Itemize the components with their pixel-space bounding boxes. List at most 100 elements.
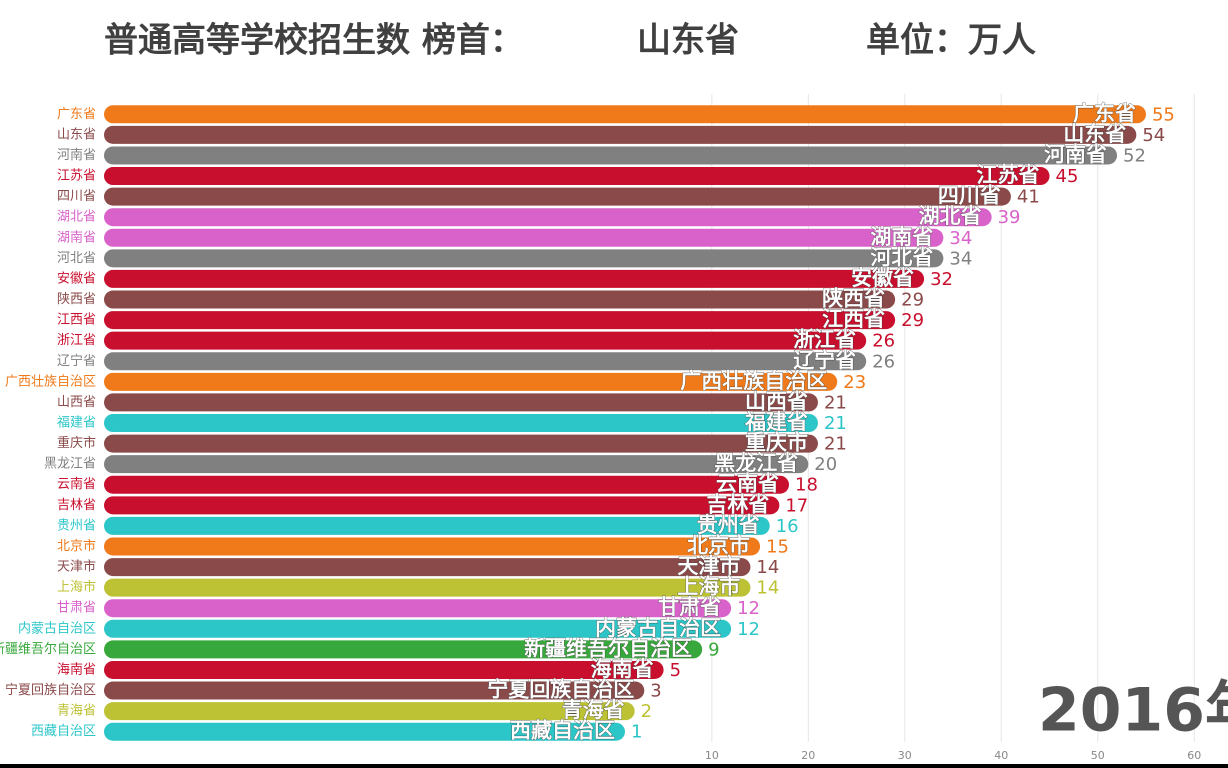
bar-inner-label: 天津市 [677, 554, 740, 578]
category-label: 甘肃省 [57, 601, 96, 616]
category-label: 广东省 [57, 107, 96, 122]
value-label: 12 [737, 619, 760, 640]
category-label: 湖北省 [57, 210, 96, 225]
category-label: 江苏省 [57, 168, 96, 184]
value-label: 3 [650, 681, 661, 702]
bar-inner-label: 黑龙江省 [714, 451, 798, 475]
category-label: 青海省 [57, 704, 96, 719]
category-label: 新疆维吾尔自治区 [0, 641, 96, 657]
bar [104, 125, 1137, 144]
value-label: 15 [766, 536, 789, 557]
value-label: 26 [872, 351, 895, 372]
bar-inner-label: 福建省 [744, 410, 808, 434]
value-label: 41 [1017, 187, 1040, 208]
bar [104, 702, 635, 721]
bar [104, 208, 992, 227]
bar-inner-label: 河南省 [1044, 142, 1107, 166]
bar [104, 167, 1050, 186]
bar [104, 290, 896, 309]
bar [104, 537, 761, 556]
bar [104, 619, 732, 638]
category-label: 海南省 [57, 661, 96, 677]
value-label: 23 [843, 372, 866, 393]
x-tick-label: 10 [705, 749, 719, 762]
bar [104, 331, 867, 350]
bar-inner-label: 江苏省 [977, 163, 1040, 187]
bar [104, 146, 1118, 165]
value-label: 5 [670, 660, 681, 681]
x-tick-label: 60 [1187, 749, 1201, 762]
x-tick-label: 50 [1091, 749, 1105, 762]
bar-inner-label: 江西省 [822, 307, 885, 331]
category-label: 河南省 [57, 147, 96, 163]
category-label: 吉林省 [57, 498, 96, 513]
value-label: 16 [776, 516, 799, 537]
value-label: 45 [1056, 166, 1079, 187]
category-label: 北京市 [57, 538, 96, 554]
value-label: 54 [1142, 125, 1165, 146]
unit: 单位：万人 [866, 21, 1036, 61]
value-label: 32 [930, 269, 953, 290]
category-label: 上海市 [57, 579, 96, 595]
bar-inner-label: 北京市 [687, 533, 750, 557]
bar [104, 187, 1011, 206]
category-label: 山西省 [57, 395, 96, 410]
category-label: 浙江省 [57, 333, 96, 348]
bar-inner-label: 西藏自治区 [510, 719, 615, 743]
bar [104, 558, 751, 577]
bar-inner-label: 山西省 [745, 389, 808, 413]
bar-inner-label: 陕西省 [822, 287, 885, 311]
bar [104, 352, 867, 371]
leader: 山东省 [637, 21, 739, 61]
category-label: 黑龙江省 [44, 457, 96, 472]
bars: 广东省 广东省 55 山东省 山东省 54 河南省 河南省 52 江苏省 江苏省 45 四川省 四川省 41… [0, 101, 1175, 743]
value-label: 55 [1152, 104, 1175, 125]
bar [104, 249, 944, 268]
bar-inner-label: 海南省 [591, 657, 654, 681]
bar [104, 311, 896, 330]
value-label: 29 [901, 290, 924, 311]
bar [104, 455, 809, 474]
bar-inner-label: 上海市 [677, 575, 740, 599]
bar-inner-label: 云南省 [716, 472, 779, 496]
chart-title: 普通高等学校招生数 榜首： [104, 21, 524, 61]
x-tick-label: 40 [994, 749, 1008, 762]
value-label: 34 [949, 228, 972, 249]
value-label: 14 [756, 557, 779, 578]
value-label: 12 [737, 598, 760, 619]
category-label: 云南省 [57, 476, 96, 492]
value-label: 17 [785, 495, 808, 516]
value-label: 39 [998, 207, 1021, 228]
bar-inner-label: 广西壮族自治区 [680, 369, 827, 393]
bar [104, 578, 751, 597]
bar-inner-label: 吉林省 [706, 492, 769, 516]
bar [104, 475, 790, 494]
category-label: 河北省 [57, 251, 96, 266]
value-label: 18 [795, 475, 818, 496]
bar-inner-label: 辽宁省 [793, 348, 856, 372]
bar-inner-label: 贵州省 [697, 513, 760, 537]
category-label: 重庆市 [57, 435, 96, 451]
bar-inner-label: 广东省 [1073, 101, 1136, 125]
value-label: 1 [631, 722, 642, 743]
value-label: 21 [824, 413, 847, 434]
bar-inner-label: 浙江省 [793, 328, 856, 352]
bar-inner-label: 新疆维吾尔自治区 [524, 636, 692, 660]
bar-inner-label: 山东省 [1063, 122, 1126, 146]
category-label: 江西省 [57, 313, 96, 328]
category-label: 宁夏回族自治区 [5, 682, 96, 698]
category-label: 陕西省 [57, 292, 96, 307]
category-label: 贵州省 [57, 518, 96, 533]
bar-inner-label: 湖北省 [919, 204, 982, 228]
bar [104, 393, 818, 412]
bar-inner-label: 河北省 [870, 245, 933, 269]
value-label: 52 [1123, 145, 1146, 166]
period-label: 2016年 [1038, 676, 1228, 746]
value-label: 14 [756, 578, 779, 599]
category-label: 四川省 [57, 189, 96, 204]
value-label: 2 [641, 701, 652, 722]
bar [104, 640, 703, 659]
bar-inner-label: 甘肃省 [658, 595, 721, 619]
bar-inner-label: 重庆市 [745, 431, 808, 455]
